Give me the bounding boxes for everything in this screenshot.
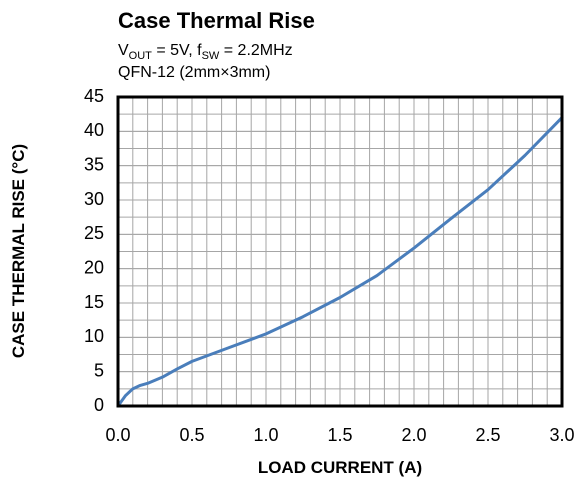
subtitle-part: OUT [129, 50, 153, 62]
subtitle-part: SW [202, 50, 220, 62]
x-tick-label: 1.0 [253, 425, 278, 445]
plot-frame [116, 95, 564, 408]
x-tick-label: 3.0 [549, 425, 574, 445]
y-tick-label: 35 [84, 154, 104, 174]
y-tick-label: 5 [94, 360, 104, 380]
y-tick-label: 20 [84, 257, 104, 277]
subtitle-part: = 2.2MHz [219, 42, 292, 59]
y-tick-label: 0 [94, 395, 104, 415]
x-tick-label: 1.5 [327, 425, 352, 445]
y-tick-label: 30 [84, 189, 104, 209]
x-tick-label: 2.5 [475, 425, 500, 445]
chart-title: Case Thermal Rise [118, 8, 315, 33]
subtitle-part: = 5V, f [152, 42, 202, 59]
x-axis-label: LOAD CURRENT (A) [258, 458, 422, 477]
x-tick-label: 2.0 [401, 425, 426, 445]
x-tick-label: 0.0 [105, 425, 130, 445]
y-tick-label: 10 [84, 326, 104, 346]
y-tick-label: 45 [84, 86, 104, 106]
y-tick-label: 15 [84, 292, 104, 312]
subtitle-part: QFN-12 (2mm×3mm) [118, 64, 270, 81]
y-axis-label: CASE THERMAL RISE (°C) [9, 144, 28, 358]
subtitle-part: V [118, 42, 129, 59]
x-tick-label: 0.5 [179, 425, 204, 445]
y-tick-label: 25 [84, 223, 104, 243]
chart-subtitle: QFN-12 (2mm×3mm) [118, 64, 270, 81]
chart-subtitle: VOUT = 5V, fSW = 2.2MHz [118, 42, 293, 62]
y-tick-label: 40 [84, 120, 104, 140]
data-line [116, 116, 564, 408]
